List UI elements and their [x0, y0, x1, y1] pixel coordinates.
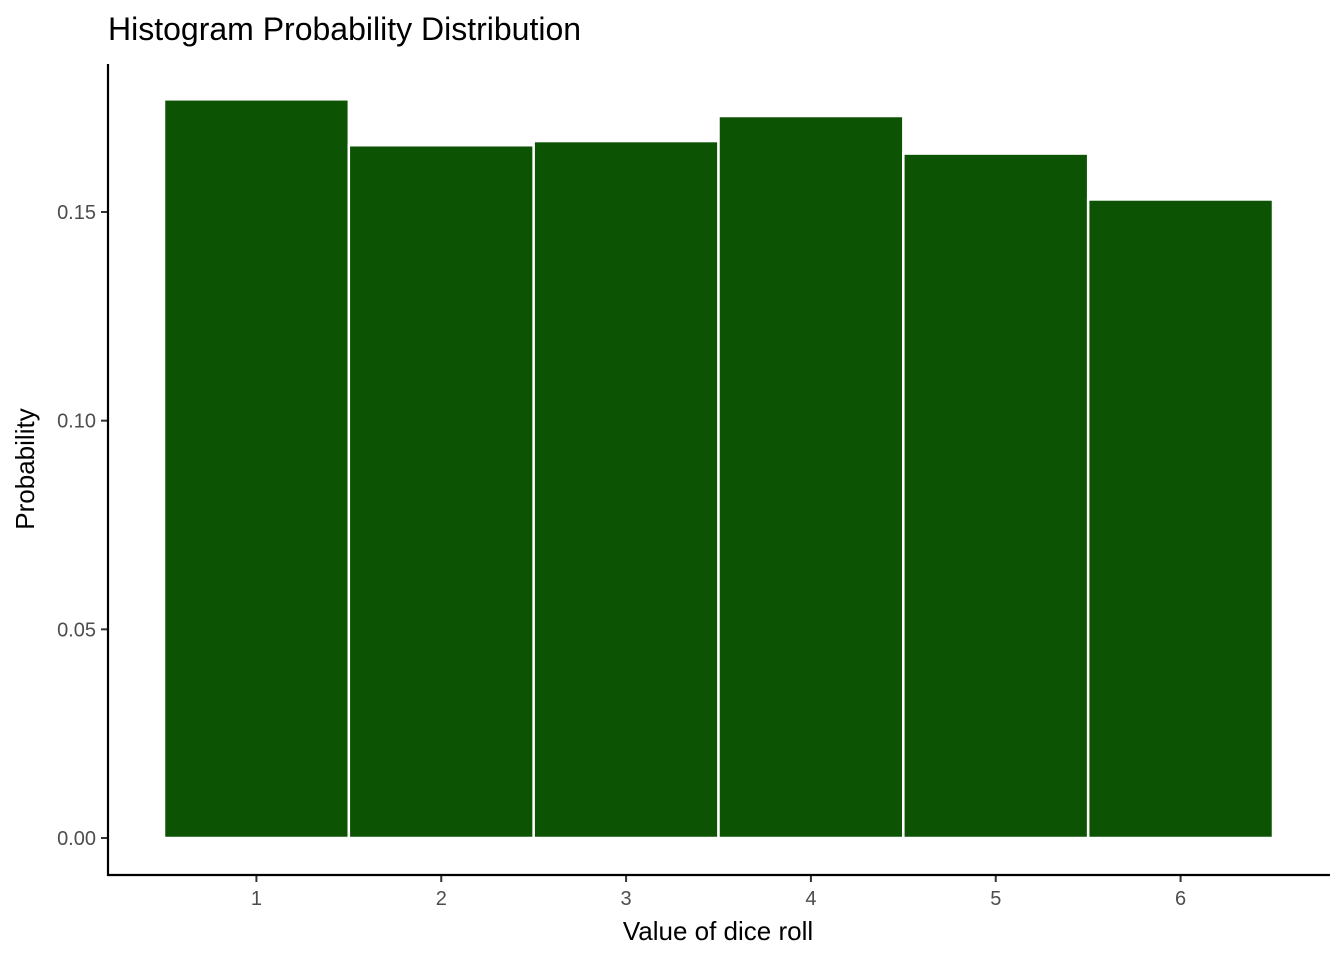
x-axis-title: Value of dice roll — [623, 916, 813, 946]
y-tick-label: 0.00 — [57, 828, 96, 850]
chart-title: Histogram Probability Distribution — [108, 11, 581, 47]
y-tick-label: 0.05 — [57, 619, 96, 641]
y-tick-label: 0.10 — [57, 411, 96, 433]
x-axis-ticks: 1 2 3 4 5 6 — [251, 875, 1186, 910]
x-tick-label: 2 — [436, 888, 447, 910]
x-tick-label: 6 — [1175, 888, 1186, 910]
y-tick-label: 0.15 — [57, 202, 96, 224]
histogram-bar-4 — [717, 114, 905, 840]
x-tick-label: 4 — [805, 888, 816, 910]
x-tick-label: 5 — [990, 888, 1001, 910]
histogram-bar-2 — [347, 143, 535, 840]
bars-group — [162, 98, 1275, 840]
x-tick-label: 3 — [621, 888, 632, 910]
histogram-bar-3 — [532, 139, 720, 840]
histogram-bar-1 — [162, 98, 351, 840]
x-tick-label: 1 — [251, 888, 262, 910]
y-axis-title: Probability — [10, 408, 40, 529]
y-axis-ticks: 0.00 0.05 0.10 0.15 — [57, 202, 108, 850]
histogram-bar-6 — [1086, 198, 1275, 840]
histogram-bar-5 — [902, 152, 1090, 840]
